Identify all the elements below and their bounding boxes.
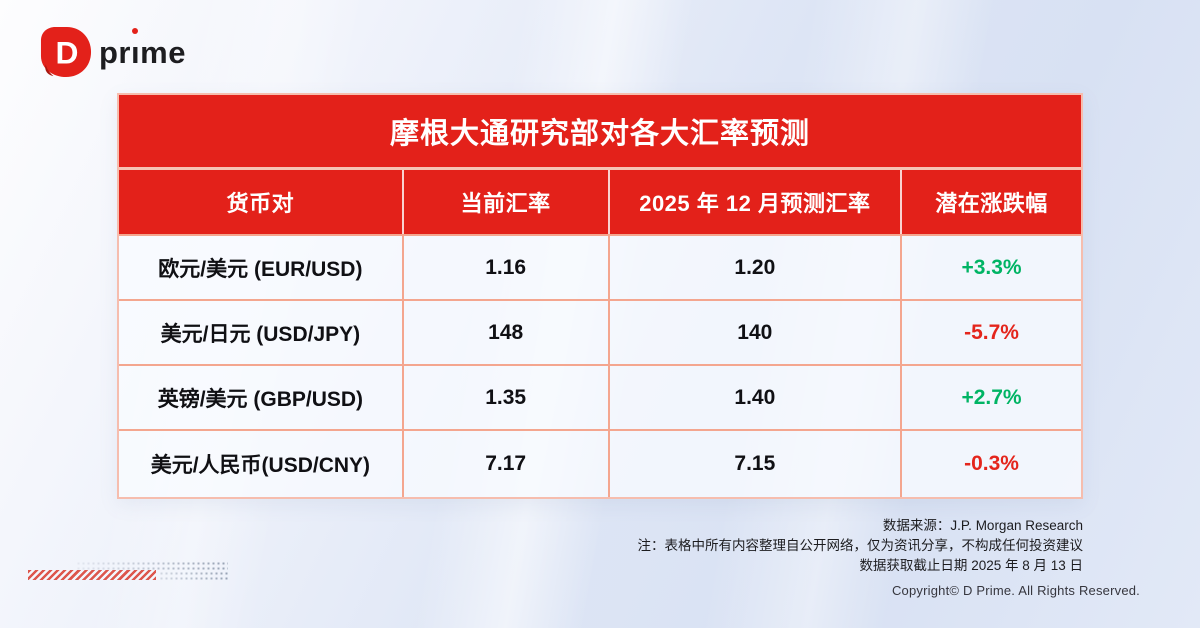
- table-row: 欧元/美元 (EUR/USD) 1.16 1.20 +3.3%: [119, 236, 1081, 301]
- table-row: 美元/日元 (USD/JPY) 148 140 -5.7%: [119, 301, 1081, 366]
- currency-pair-cell: 美元/人民币(USD/CNY): [119, 431, 404, 497]
- currency-pair-cell: 美元/日元 (USD/JPY): [119, 301, 404, 364]
- data-source-note: 数据来源：J.P. Morgan Research: [882, 518, 1083, 533]
- forecast-rate-cell: 1.20: [610, 236, 903, 299]
- fx-forecast-table: 摩根大通研究部对各大汇率预测 货币对 当前汇率 2025 年 12 月预测汇率 …: [117, 93, 1083, 499]
- brand-name: prıme: [99, 27, 186, 70]
- forecast-rate-cell: 1.40: [610, 366, 903, 429]
- column-header-currency-pair: 货币对: [119, 170, 404, 234]
- hatched-bar-decoration: [28, 570, 156, 580]
- forecast-rate-cell: 140: [610, 301, 903, 364]
- potential-change-cell: -5.7%: [964, 320, 1019, 344]
- table-header-row: 货币对 当前汇率 2025 年 12 月预测汇率 潜在涨跌幅: [119, 170, 1081, 236]
- table-notes: 数据来源：J.P. Morgan Research 注：表格中所有内容整理自公开…: [638, 516, 1084, 576]
- d-logo-icon: D: [40, 26, 92, 78]
- table-row: 美元/人民币(USD/CNY) 7.17 7.15 -0.3%: [119, 431, 1081, 497]
- copyright-text: Copyright© D Prime. All Rights Reserved.: [891, 583, 1140, 598]
- table-title: 摩根大通研究部对各大汇率预测: [119, 95, 1081, 170]
- cutoff-date-note: 数据获取截止日期 2025 年 8 月 13 日: [859, 558, 1083, 573]
- currency-pair-cell: 英镑/美元 (GBP/USD): [119, 366, 404, 429]
- svg-text:D: D: [55, 35, 78, 71]
- currency-pair-cell: 欧元/美元 (EUR/USD): [119, 236, 404, 299]
- current-rate-cell: 1.35: [404, 366, 610, 429]
- forecast-rate-cell: 7.15: [610, 431, 903, 497]
- current-rate-cell: 7.17: [404, 431, 610, 497]
- column-header-potential-change: 潜在涨跌幅: [935, 191, 1048, 216]
- brand-i-dot: ı: [131, 27, 141, 70]
- column-header-forecast-rate: 2025 年 12 月预测汇率: [610, 170, 903, 234]
- column-header-current-rate: 当前汇率: [404, 170, 610, 234]
- potential-change-cell: +2.7%: [961, 385, 1022, 409]
- current-rate-cell: 1.16: [404, 236, 610, 299]
- dot-grid-decoration-top: [76, 561, 228, 570]
- disclaimer-note: 注：表格中所有内容整理自公开网络，仅为资讯分享，不构成任何投资建议: [637, 538, 1084, 553]
- potential-change-cell: -0.3%: [964, 452, 1019, 475]
- current-rate-cell: 148: [404, 301, 610, 364]
- dot-grid-decoration-bottom: [159, 571, 228, 582]
- table-row: 英镑/美元 (GBP/USD) 1.35 1.40 +2.7%: [119, 366, 1081, 431]
- potential-change-cell: +3.3%: [961, 255, 1022, 279]
- brand-logo: D prıme: [40, 26, 186, 78]
- table-body: 欧元/美元 (EUR/USD) 1.16 1.20 +3.3% 美元/日元 (U…: [119, 236, 1081, 497]
